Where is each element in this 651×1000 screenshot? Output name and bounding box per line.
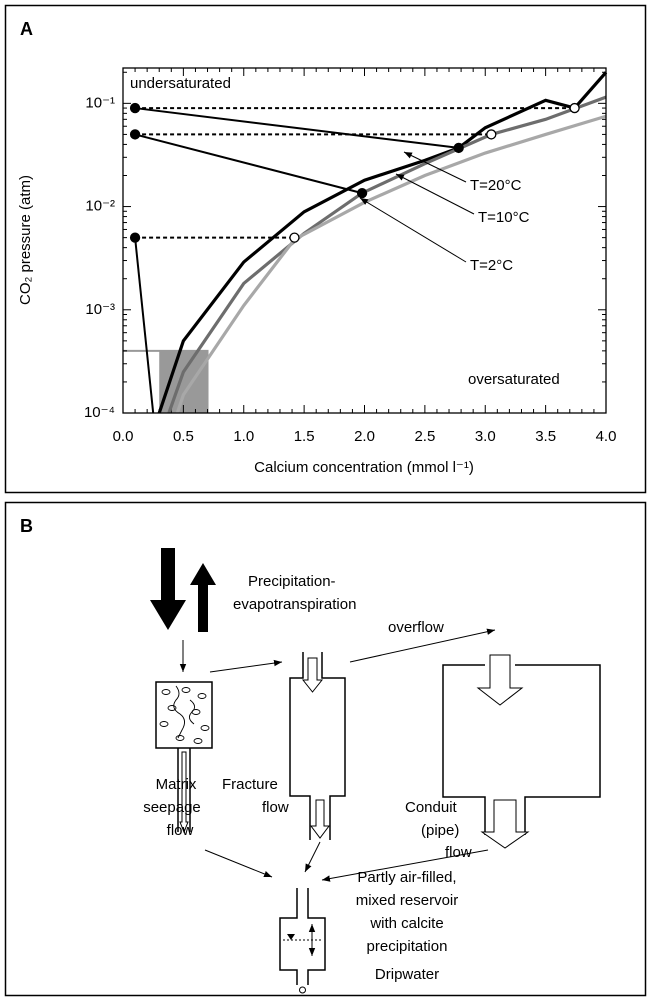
- annotation: undersaturated: [130, 75, 231, 92]
- x-tick-label: 1.5: [294, 428, 315, 445]
- overflow-label: overflow: [388, 619, 444, 636]
- path-line: [135, 238, 153, 413]
- path-line: [135, 134, 362, 193]
- flow-arrow: [205, 850, 272, 877]
- precipitation-arrow: [150, 548, 186, 630]
- matrix-label: flow: [167, 822, 194, 839]
- output-label: Dripwater: [375, 966, 439, 983]
- point: [131, 104, 140, 113]
- x-tick-label: 0.5: [173, 428, 194, 445]
- point: [131, 233, 140, 242]
- x-tick-label: 2.5: [414, 428, 435, 445]
- hollow-arrow: [303, 658, 322, 692]
- x-tick-label: 1.0: [233, 428, 254, 445]
- path-line: [135, 108, 459, 148]
- curve: [169, 97, 606, 413]
- y-tick-label: 10⁻³: [85, 301, 115, 318]
- x-tick-label: 3.5: [535, 428, 556, 445]
- reservoir-label: mixed reservoir: [356, 892, 459, 909]
- plot: 10⁻⁴ 10⁻³ 10⁻² 10⁻¹ 0.0 0.5 1.0 1.5 2.0 2.5 3.0 3.5…: [84, 68, 616, 445]
- figure: 10⁻⁴ 10⁻³ 10⁻² 10⁻¹ 0.0 0.5 1.0 1.5 2.0 2.5 3.0 3.5…: [0, 0, 651, 1000]
- pointer-arrow: [360, 198, 466, 262]
- reservoir: [280, 888, 325, 985]
- conduit-label: (pipe): [421, 822, 459, 839]
- evapotranspiration-arrow: [190, 563, 216, 632]
- panel-label: B: [20, 516, 33, 536]
- diagram: B Precipitation- evapotranspiration over…: [20, 516, 600, 993]
- fracture-label: Fracture: [222, 776, 278, 793]
- curve: [159, 72, 606, 413]
- flux-label: Precipitation-: [248, 573, 336, 590]
- reservoir-label: with calcite: [369, 915, 443, 932]
- matrix-label: seepage: [143, 799, 201, 816]
- hollow-arrow: [311, 800, 329, 838]
- matrix-pores: [160, 686, 209, 744]
- x-tick-label: 4.0: [596, 428, 617, 445]
- drip: [300, 987, 306, 993]
- point: [290, 233, 299, 242]
- point: [454, 143, 463, 152]
- shade: [159, 351, 207, 413]
- x-tick-label: 2.0: [354, 428, 375, 445]
- y-tick-label: 10⁻²: [85, 198, 115, 215]
- conduit-store: [443, 665, 600, 835]
- panel-label: A: [20, 19, 33, 39]
- flux-label: evapotranspiration: [233, 596, 356, 613]
- y-axis-label: CO₂ pressure (atm): [17, 175, 34, 305]
- level-marker: [287, 934, 295, 940]
- page: 10⁻⁴ 10⁻³ 10⁻² 10⁻¹ 0.0 0.5 1.0 1.5 2.0 2.5 3.0 3.5…: [0, 0, 651, 1000]
- fracture-label: flow: [262, 799, 289, 816]
- flow-arrow: [305, 842, 320, 872]
- x-tick-label: 3.0: [475, 428, 496, 445]
- point: [358, 189, 367, 198]
- flow-arrow: [210, 662, 282, 672]
- x-tick-label: 0.0: [113, 428, 134, 445]
- curve-label: T=10°C: [478, 209, 530, 226]
- hollow-arrow: [478, 655, 522, 705]
- point: [570, 104, 579, 113]
- point: [131, 130, 140, 139]
- hollow-arrow: [482, 800, 528, 848]
- curve-label: T=20°C: [470, 177, 522, 194]
- conduit-label: Conduit: [405, 799, 458, 816]
- annotation: oversaturated: [468, 371, 560, 388]
- conduit-label: flow: [445, 844, 472, 861]
- point: [487, 130, 496, 139]
- reservoir-label: Partly air-filled,: [357, 869, 456, 886]
- reservoir-label: precipitation: [367, 938, 448, 955]
- y-tick-label: 10⁻¹: [85, 94, 115, 111]
- matrix-label: Matrix: [156, 776, 197, 793]
- y-tick-label: 10⁻⁴: [84, 404, 115, 421]
- x-axis-label: Calcium concentration (mmol l⁻¹): [254, 459, 474, 476]
- curve-label: T=2°C: [470, 257, 513, 274]
